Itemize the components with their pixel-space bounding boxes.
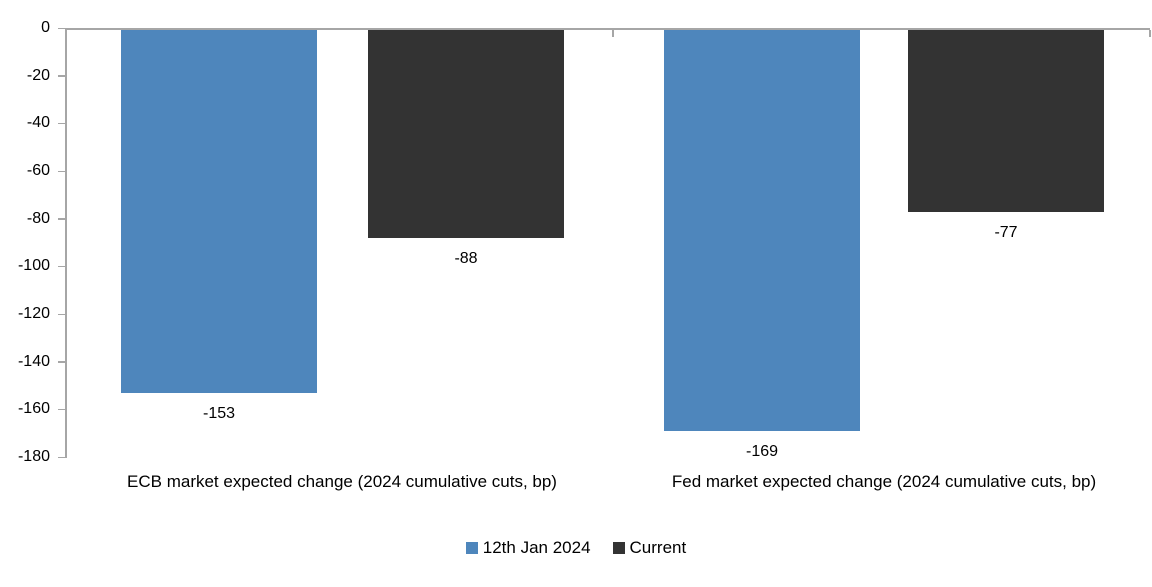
category-label-ecb: ECB market expected change (2024 cumulat… xyxy=(127,472,557,491)
bar-fed-current xyxy=(908,28,1104,212)
category-divider-tick xyxy=(1149,30,1151,37)
legend-label: 12th Jan 2024 xyxy=(482,538,591,557)
y-tick-label: -60 xyxy=(26,162,50,179)
legend: 12th Jan 2024 Current xyxy=(0,538,1152,558)
y-tick-mark xyxy=(58,265,66,268)
y-tick-label: -120 xyxy=(17,305,50,322)
legend-swatch-12th-jan-2024 xyxy=(465,542,478,554)
y-tick-mark xyxy=(58,75,66,77)
bar-value-label: -77 xyxy=(994,223,1018,241)
bar-value-label: -88 xyxy=(454,249,478,267)
category-divider-tick xyxy=(612,30,614,37)
legend-label: Current xyxy=(629,538,687,557)
legend-swatch-current xyxy=(612,542,625,554)
legend-item-current: Current xyxy=(612,538,687,558)
y-tick-label: -140 xyxy=(17,352,50,370)
y-tick-label: -80 xyxy=(26,209,50,227)
bar-value-label: -169 xyxy=(745,442,779,460)
bar-ecb-12th-jan-2024 xyxy=(121,28,317,393)
y-tick-mark xyxy=(58,313,66,315)
y-tick-label: -20 xyxy=(26,66,50,84)
bar-ecb-current xyxy=(368,28,564,238)
y-tick-mark xyxy=(58,456,66,458)
y-tick-mark xyxy=(58,122,66,125)
legend-item-12th-jan-2024: 12th Jan 2024 xyxy=(465,538,591,558)
y-tick-label: 0 xyxy=(41,19,50,36)
y-tick-label: -40 xyxy=(26,114,50,132)
y-tick-mark xyxy=(58,218,66,220)
y-tick-label: -180 xyxy=(17,448,50,465)
category-axis-line xyxy=(65,28,1150,30)
bar-value-label: -153 xyxy=(202,404,236,422)
y-tick-label: -100 xyxy=(17,257,50,275)
category-label-fed: Fed market expected change (2024 cumulat… xyxy=(671,472,1097,491)
y-tick-label: -160 xyxy=(17,400,50,418)
bar-fed-12th-jan-2024 xyxy=(664,28,860,431)
y-tick-mark xyxy=(58,27,66,29)
y-tick-mark xyxy=(58,408,66,411)
value-axis-line xyxy=(65,28,67,458)
y-tick-mark xyxy=(58,361,66,363)
y-tick-mark xyxy=(58,170,66,172)
